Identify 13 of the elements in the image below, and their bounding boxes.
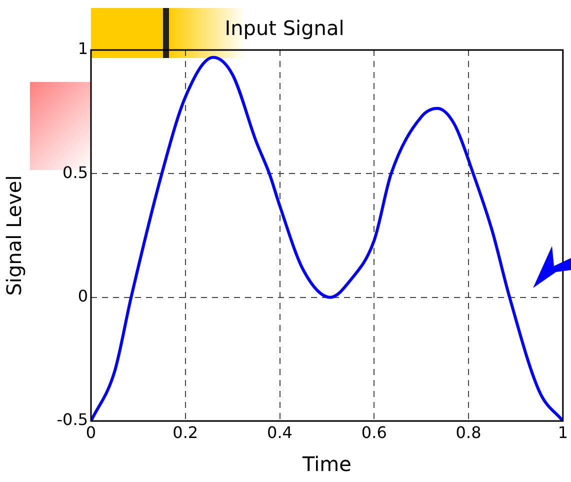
y-tick-label: -0.5 bbox=[56, 410, 88, 430]
chart-title: Input Signal bbox=[224, 16, 344, 40]
y-tick-label: 1 bbox=[78, 39, 88, 58]
x-tick-label: 0.6 bbox=[361, 422, 387, 442]
x-tick-label: 0.4 bbox=[267, 422, 292, 442]
line-series bbox=[91, 56, 563, 421]
y-axis-title: Signal Level bbox=[2, 175, 26, 296]
x-tick-label: 0.8 bbox=[456, 422, 482, 442]
y-tick-label: 0 bbox=[78, 286, 88, 306]
x-tick-label: 1 bbox=[558, 422, 568, 442]
x-axis-title: Time bbox=[301, 452, 352, 476]
x-tick-label: 0.2 bbox=[172, 422, 198, 442]
y-tick-label: 0.5 bbox=[62, 162, 88, 182]
